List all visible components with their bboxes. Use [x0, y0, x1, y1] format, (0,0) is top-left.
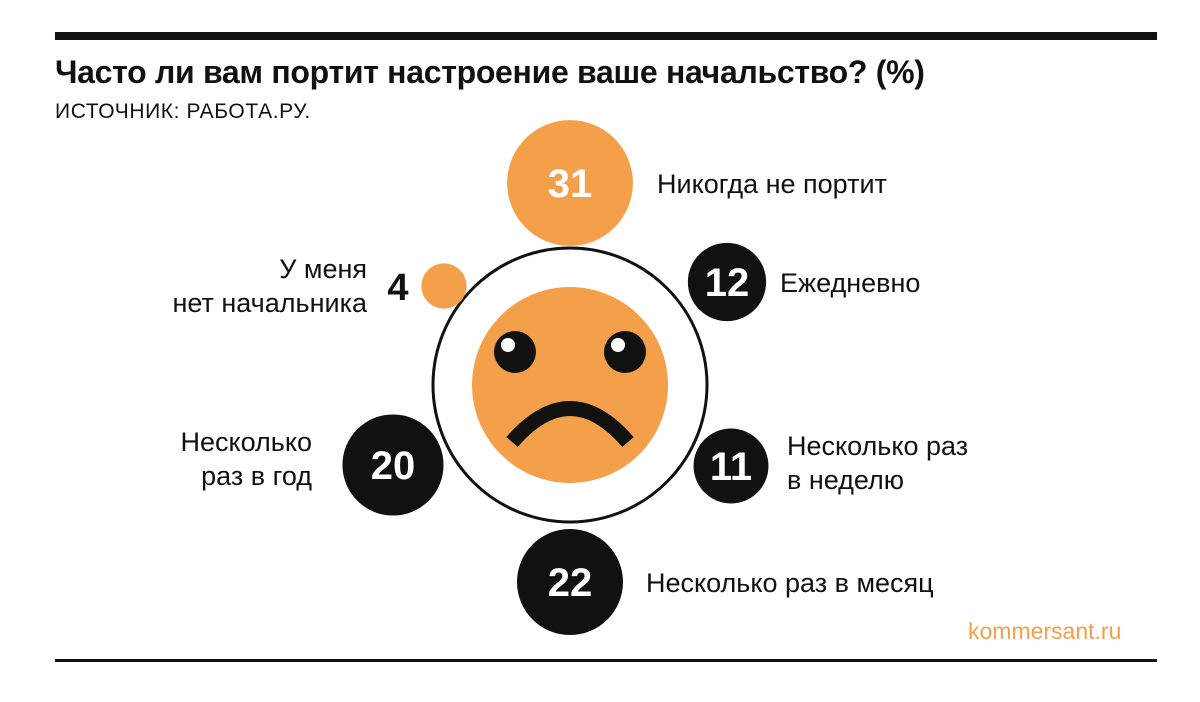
bottom-rule [55, 659, 1157, 662]
bubble-label-line: Несколько [180, 427, 312, 457]
chart-title: Часто ли вам портит настроение ваше нача… [55, 54, 925, 90]
bubble-label-3: Несколько раз в месяц [646, 568, 934, 598]
bubble-0 [507, 120, 633, 246]
face-circle [472, 287, 668, 483]
bubble-label-0: Никогда не портит [657, 169, 887, 199]
bubble-label-line: Несколько раз [787, 431, 968, 461]
top-rule [55, 32, 1157, 40]
bubble-4 [342, 414, 444, 516]
bubble-label-2: Несколько раз в неделю [787, 431, 968, 495]
bubble-label-4: Несколько раз в год [180, 427, 312, 491]
bubble-1 [687, 242, 767, 322]
right-eye [604, 331, 646, 373]
bubble-label-line: нет начальника [172, 288, 368, 318]
bubble-value-2: 11 [710, 445, 752, 489]
bubble-label-1: Ежедневно [780, 268, 920, 298]
bubble-label-line: раз в год [201, 461, 312, 491]
bubble-2 [693, 428, 769, 504]
bubble-value-3: 22 [548, 561, 593, 605]
bubble-5 [421, 263, 467, 309]
right-eye-highlight [611, 338, 625, 352]
bubble-3 [516, 528, 624, 636]
bubble-label-line: Ежедневно [780, 268, 920, 298]
bubble-label-line: Никогда не портит [657, 169, 887, 199]
bubble-label-line: Несколько раз в месяц [646, 568, 934, 598]
bubble-label-line: У меня [279, 254, 367, 284]
chart-source: ИСТОЧНИК: РАБОТА.РУ. [55, 100, 311, 123]
left-eye [494, 331, 536, 373]
frown-mouth [506, 401, 634, 447]
left-eye-highlight [501, 338, 515, 352]
sad-face-icon [431, 246, 709, 524]
bubble-value-0: 31 [548, 162, 593, 206]
bubbles-group: 31 Никогда не портит 12 Ежедневно 11 Нескольк… [172, 120, 968, 636]
bubble-value-1: 12 [705, 261, 750, 305]
brand-label: kommersant.ru [968, 618, 1122, 644]
bubble-label-line: в неделю [787, 465, 904, 495]
bubble-value-4: 20 [371, 444, 416, 488]
bubble-label-5: У меня нет начальника [172, 254, 368, 318]
bubble-value-5: 4 [387, 267, 408, 309]
